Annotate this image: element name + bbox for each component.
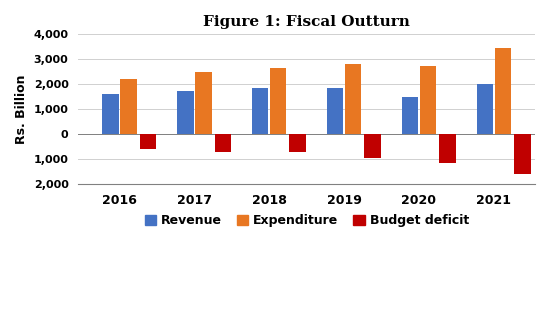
Bar bbox=[345, 64, 361, 134]
Legend: Revenue, Expenditure, Budget deficit: Revenue, Expenditure, Budget deficit bbox=[140, 209, 474, 232]
Bar bbox=[364, 134, 381, 158]
Bar bbox=[327, 88, 343, 134]
Y-axis label: Rs. Billion: Rs. Billion bbox=[15, 75, 28, 144]
Bar bbox=[494, 48, 511, 134]
Bar bbox=[214, 134, 231, 152]
Bar bbox=[514, 134, 531, 174]
Bar bbox=[420, 66, 436, 134]
Title: Figure 1: Fiscal Outturn: Figure 1: Fiscal Outturn bbox=[203, 15, 410, 29]
Bar bbox=[289, 134, 306, 152]
Bar bbox=[140, 134, 156, 149]
Bar bbox=[195, 72, 212, 134]
Bar bbox=[120, 79, 137, 134]
Bar bbox=[177, 91, 194, 134]
Bar bbox=[252, 88, 268, 134]
Bar bbox=[270, 68, 287, 134]
Bar bbox=[477, 84, 493, 134]
Bar bbox=[102, 94, 119, 134]
Bar bbox=[402, 97, 418, 134]
Bar bbox=[439, 134, 455, 163]
